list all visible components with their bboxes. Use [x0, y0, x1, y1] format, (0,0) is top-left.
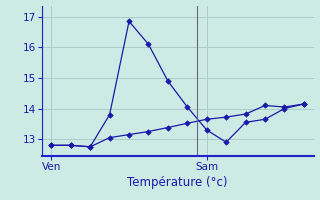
X-axis label: Température (°c): Température (°c): [127, 176, 228, 189]
